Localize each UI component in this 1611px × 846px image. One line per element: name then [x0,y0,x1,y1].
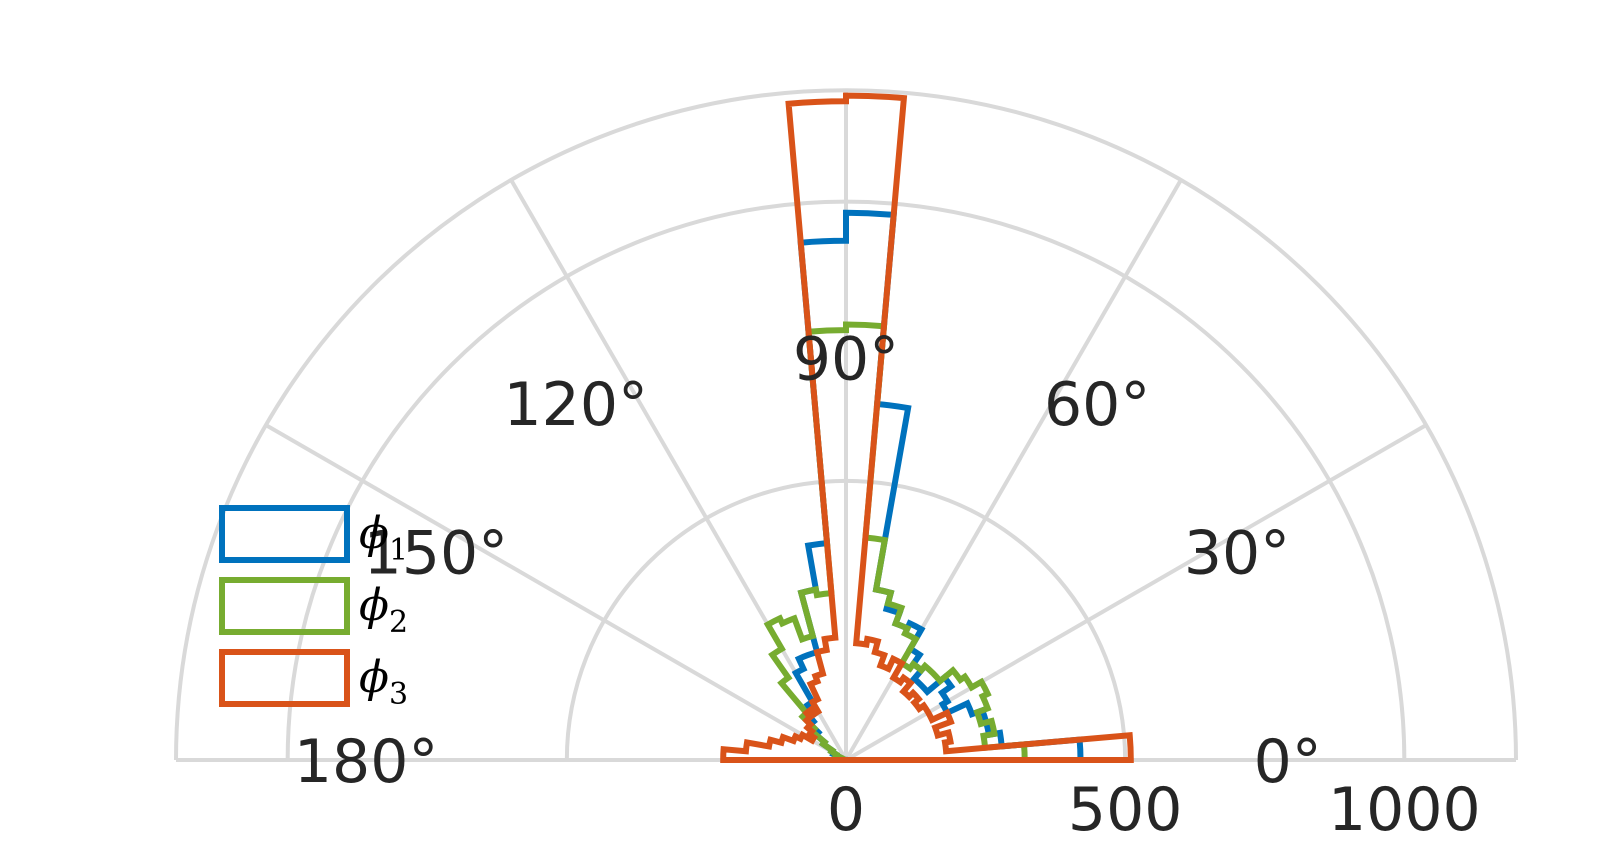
legend-subscript: 3 [389,677,408,712]
theta-tick-label-30: 30° [1184,518,1290,588]
legend-symbol: ϕ [359,508,389,559]
series-outline-3 [720,92,1134,763]
bar-2-52.5 [846,664,921,760]
bar-3-77.5 [846,639,878,760]
grid-spoke-30 [845,423,1428,762]
legend-item-1: ϕ1 [219,505,408,568]
legend-item-3: ϕ3 [219,649,408,712]
r-tick-label-500: 500 [1068,775,1183,845]
bar-2-77.5 [846,590,891,761]
theta-tick-label-180: 180° [294,727,439,797]
theta-tick-label-150: 150° [364,518,509,588]
legend-symbol: ϕ [359,580,389,631]
bar-1-52.5 [846,664,921,760]
r-tick-label-1000: 1000 [1328,775,1481,845]
theta-tick-label-0: 0° [1254,727,1322,797]
theta-tick-label-120: 120° [503,370,648,440]
legend-label-2: ϕ2 [359,580,408,640]
legend-swatch-1 [219,505,350,563]
bar-1-47.5 [846,679,921,760]
legend-swatch-2 [219,577,350,635]
bar-1-12.5 [846,722,989,760]
series-outline-2 [763,321,1028,763]
grid-spoke-120 [509,178,848,762]
bar-2-12.5 [846,721,995,760]
histogram-series [720,92,1134,763]
legend-symbol: ϕ [359,652,389,703]
theta-tick-label-90: 90° [793,325,899,395]
r-tick-label-0: 0 [827,775,865,845]
legend-label-1: ϕ1 [359,508,408,568]
series-3 [720,92,1134,763]
series-2 [763,321,1028,763]
legend-subscript: 2 [389,605,408,640]
grid-spoke-150 [264,423,847,762]
legend-label-3: ϕ3 [359,652,408,712]
legend-item-2: ϕ2 [219,577,408,640]
bar-1-77.5 [846,590,891,761]
legend-swatch-3 [219,649,350,707]
tick-labels: 0° 30° 60° 90° 120° 150° 180° 0 500 1000 [294,325,1481,845]
legend-subscript: 1 [389,533,408,568]
theta-tick-label-60: 60° [1044,370,1150,440]
